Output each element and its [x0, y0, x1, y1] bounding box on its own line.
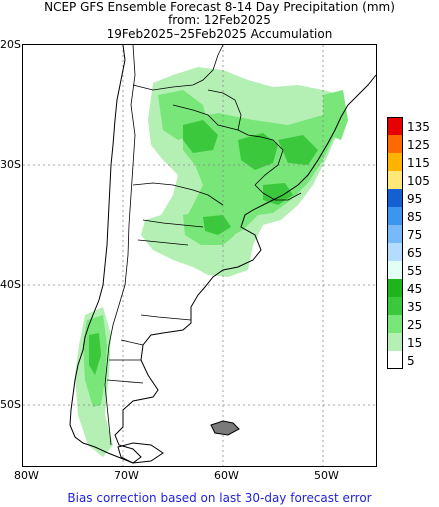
legend-label: 55 — [407, 264, 423, 278]
precip-25-coast — [323, 90, 348, 140]
precip-35-brazil — [278, 135, 318, 165]
graticule — [23, 45, 376, 466]
legend-row: 25 — [387, 315, 433, 333]
legend-label: 35 — [407, 300, 423, 314]
lon-label-50w: 50W — [314, 469, 339, 482]
falkland-islands — [210, 420, 240, 436]
legend-label: 125 — [407, 138, 430, 152]
lon-label-70w: 70W — [114, 469, 139, 482]
legend-label: 65 — [407, 246, 423, 260]
legend-swatch — [387, 117, 403, 135]
legend-label: 95 — [407, 192, 423, 206]
legend-label: 25 — [407, 318, 423, 332]
argentina-brazil-border — [237, 129, 284, 186]
legend-row: 75 — [387, 225, 433, 243]
legend-label: 45 — [407, 282, 423, 296]
legend-swatch — [387, 243, 403, 261]
legend-swatch — [387, 207, 403, 225]
legend-label: 105 — [407, 174, 430, 188]
map-canvas — [23, 45, 376, 466]
precip-35-mesopotamia — [238, 133, 278, 170]
legend-row: 135 — [387, 117, 433, 135]
legend-row: 95 — [387, 189, 433, 207]
legend-row: 65 — [387, 243, 433, 261]
legend-swatch — [387, 297, 403, 315]
legend-swatch — [387, 315, 403, 333]
legend-swatch — [387, 153, 403, 171]
chile-argentina-border — [104, 45, 136, 446]
lon-label-80w: 80W — [14, 469, 39, 482]
country-borders — [104, 45, 302, 446]
precip-35-pampas — [203, 215, 231, 235]
legend-label: 5 — [407, 354, 415, 368]
legend-row: 85 — [387, 207, 433, 225]
legend-swatch — [387, 333, 403, 351]
lon-label-60w: 60W — [214, 469, 239, 482]
map-title: NCEP GFS Ensemble Forecast 8-14 Day Prec… — [44, 0, 395, 14]
legend-label: 15 — [407, 336, 423, 350]
legend-row: 35 — [387, 297, 433, 315]
legend-swatch — [387, 351, 403, 369]
precipitation-map — [22, 44, 377, 467]
argentina-provinces — [106, 182, 224, 384]
precip-shading — [75, 67, 348, 457]
tierra-del-fuego — [117, 442, 164, 464]
precip-35-uruguay — [263, 183, 293, 205]
legend-swatch — [387, 135, 403, 153]
coastline — [69, 45, 376, 464]
lat-label-40s: 40S — [0, 278, 21, 291]
lat-label-30s: 30S — [0, 158, 21, 171]
legend-swatch — [387, 189, 403, 207]
legend-row: 45 — [387, 279, 433, 297]
legend-swatch — [387, 261, 403, 279]
legend-row: 115 — [387, 153, 433, 171]
precip-35-chaco — [183, 120, 218, 153]
legend-swatch — [387, 171, 403, 189]
bolivia-border — [132, 45, 224, 91]
legend-label: 85 — [407, 210, 423, 224]
legend-swatch — [387, 279, 403, 297]
legend-label: 75 — [407, 228, 423, 242]
legend-label: 135 — [407, 120, 430, 134]
legend-row: 55 — [387, 261, 433, 279]
south-america-outline — [69, 45, 376, 464]
forecast-issue-date: from: 12Feb2025 — [168, 13, 271, 27]
bias-correction-note: Bias correction based on last 30-day for… — [67, 491, 372, 505]
precip-35-patagonia — [89, 333, 101, 375]
lat-label-20s: 20S — [0, 38, 21, 51]
legend-swatch — [387, 225, 403, 243]
legend-row: 105 — [387, 171, 433, 189]
precip-color-legend: 135 125 115 105 95 85 75 65 55 45 35 25 15 5 — [387, 117, 433, 369]
legend-row: 125 — [387, 135, 433, 153]
uruguay-border — [254, 184, 302, 201]
legend-row: 15 — [387, 333, 433, 351]
legend-row: 5 — [387, 351, 433, 369]
lat-label-50s: 50S — [0, 398, 21, 411]
accumulation-period: 19Feb2025–25Feb2025 Accumulation — [106, 27, 333, 41]
legend-label: 115 — [407, 156, 430, 170]
